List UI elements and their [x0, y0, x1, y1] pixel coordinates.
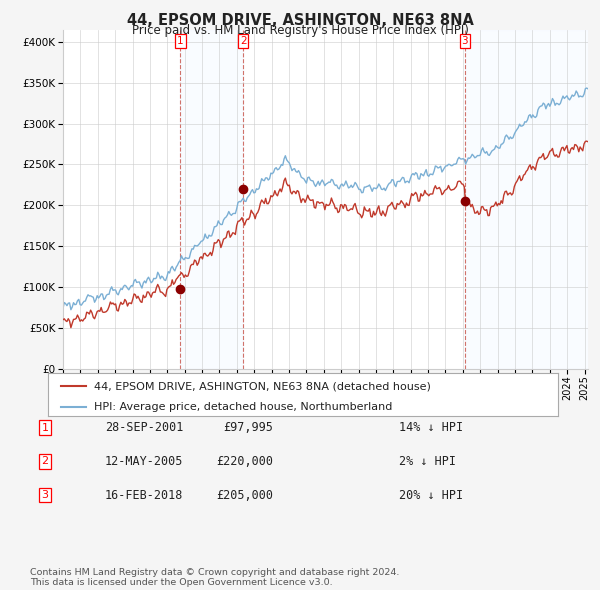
Text: 20% ↓ HPI: 20% ↓ HPI	[399, 489, 463, 502]
Text: 2: 2	[240, 37, 247, 47]
Text: 44, EPSOM DRIVE, ASHINGTON, NE63 8NA (detached house): 44, EPSOM DRIVE, ASHINGTON, NE63 8NA (de…	[94, 381, 431, 391]
Text: Contains HM Land Registry data © Crown copyright and database right 2024.
This d: Contains HM Land Registry data © Crown c…	[30, 568, 400, 587]
Text: 3: 3	[461, 37, 468, 47]
Text: 14% ↓ HPI: 14% ↓ HPI	[399, 421, 463, 434]
Bar	[465, 30, 588, 369]
Text: £205,000: £205,000	[216, 489, 273, 502]
Text: 2% ↓ HPI: 2% ↓ HPI	[399, 455, 456, 468]
Text: 44, EPSOM DRIVE, ASHINGTON, NE63 8NA: 44, EPSOM DRIVE, ASHINGTON, NE63 8NA	[127, 13, 473, 28]
Text: 12-MAY-2005: 12-MAY-2005	[105, 455, 184, 468]
Text: £220,000: £220,000	[216, 455, 273, 468]
Text: 1: 1	[41, 423, 49, 432]
Text: 16-FEB-2018: 16-FEB-2018	[105, 489, 184, 502]
Text: 2: 2	[41, 457, 49, 466]
Text: Price paid vs. HM Land Registry's House Price Index (HPI): Price paid vs. HM Land Registry's House …	[131, 24, 469, 37]
Text: 1: 1	[177, 37, 184, 47]
Text: 28-SEP-2001: 28-SEP-2001	[105, 421, 184, 434]
Text: HPI: Average price, detached house, Northumberland: HPI: Average price, detached house, Nort…	[94, 402, 392, 412]
Text: £97,995: £97,995	[223, 421, 273, 434]
Text: 3: 3	[41, 490, 49, 500]
Bar	[180, 30, 243, 369]
